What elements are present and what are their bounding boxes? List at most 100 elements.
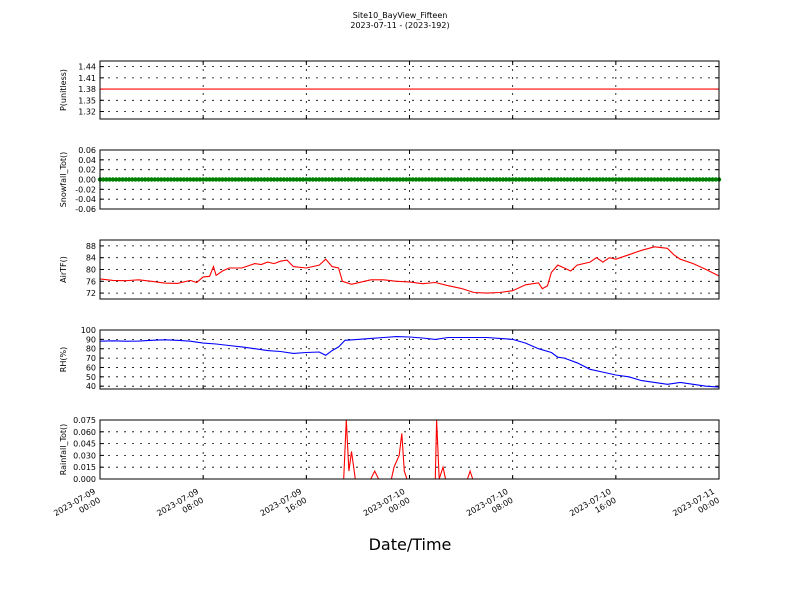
data-point <box>436 177 441 182</box>
data-point <box>394 177 399 182</box>
data-point <box>349 177 354 182</box>
data-point <box>581 177 586 182</box>
data-point <box>197 177 203 182</box>
data-point <box>458 177 464 182</box>
data-point <box>297 177 303 182</box>
data-point <box>387 177 393 182</box>
data-point <box>184 177 190 182</box>
chart-subtitle: 2023-07-11 - (2023-192) <box>350 21 450 30</box>
data-point <box>658 177 664 182</box>
data-point <box>516 177 522 182</box>
y-tick-label: 70 <box>86 354 96 363</box>
data-point <box>710 177 715 182</box>
data-point <box>123 177 128 182</box>
data-point <box>310 177 315 182</box>
x-axis-label: Date/Time <box>369 535 452 554</box>
data-point <box>355 177 361 182</box>
data-point <box>571 177 577 182</box>
data-point <box>410 177 415 182</box>
data-point <box>336 177 341 182</box>
y-tick-label: -0.06 <box>75 205 96 214</box>
plot-frame <box>99 149 720 210</box>
data-point <box>142 177 148 182</box>
data-point <box>642 177 648 182</box>
y-tick-label: 0.045 <box>73 440 96 449</box>
data-point <box>162 177 167 182</box>
data-point <box>288 177 293 182</box>
data-point <box>181 177 187 182</box>
y-tick-label: 50 <box>86 373 96 382</box>
data-point <box>639 177 644 182</box>
data-point <box>600 177 606 182</box>
y-tick-label: 1.35 <box>78 96 96 105</box>
data-point <box>117 177 122 182</box>
data-point <box>220 177 225 182</box>
y-axis-label: Snowfall_Tot() <box>59 152 68 208</box>
data-point <box>229 177 235 182</box>
data-point <box>329 177 335 182</box>
data-point <box>426 177 432 182</box>
y-tick-label: 0.060 <box>73 428 96 437</box>
y-tick-label: 72 <box>86 289 96 298</box>
data-point <box>462 177 467 182</box>
data-point <box>258 177 264 182</box>
data-point <box>210 177 216 182</box>
data-point <box>375 177 380 182</box>
data-point <box>484 177 490 182</box>
data-point <box>381 177 386 182</box>
data-point <box>661 177 667 182</box>
data-point <box>249 177 254 182</box>
data-point <box>126 177 132 182</box>
data-point <box>645 177 651 182</box>
data-point <box>191 177 196 182</box>
plot-frame <box>99 239 720 300</box>
data-point <box>433 177 438 182</box>
x-tick-label: 2023-07-0916:00 <box>259 487 309 527</box>
data-point <box>539 177 544 182</box>
data-point <box>684 177 689 182</box>
data-point <box>429 177 435 182</box>
data-point <box>445 177 451 182</box>
data-point <box>510 177 515 182</box>
data-point <box>636 177 641 182</box>
y-tick-label: 1.32 <box>78 108 96 117</box>
data-point <box>155 177 161 182</box>
x-tick-label: 2023-07-1008:00 <box>465 487 515 527</box>
data-point <box>649 177 654 182</box>
data-point <box>239 177 245 182</box>
data-point <box>304 177 309 182</box>
x-tick-label: 2023-07-0908:00 <box>155 487 205 527</box>
data-point <box>168 177 174 182</box>
data-point <box>178 177 183 182</box>
y-tick-label: 76 <box>86 277 96 286</box>
data-point <box>526 177 531 182</box>
y-tick-label: 0.030 <box>73 451 96 460</box>
subplot-2: 0.060.040.020.00-0.02-0.04-0.06 Snowfall_… <box>59 146 722 214</box>
data-point <box>413 177 419 182</box>
data-point <box>362 177 367 182</box>
data-point <box>591 177 596 182</box>
data-point <box>252 177 257 182</box>
data-point <box>300 177 306 182</box>
data-point <box>284 177 290 182</box>
data-point <box>368 177 374 182</box>
data-point <box>242 177 248 182</box>
data-point <box>494 177 499 182</box>
data-point <box>317 177 322 182</box>
data-point <box>358 177 364 182</box>
data-point <box>278 177 283 182</box>
data-point <box>101 177 106 182</box>
x-tick-label: 2023-07-0900:00 <box>52 487 102 527</box>
data-point <box>365 177 370 182</box>
data-point <box>455 177 461 182</box>
data-point <box>291 177 296 182</box>
data-point <box>513 177 519 182</box>
data-point <box>687 177 693 182</box>
data-point <box>584 177 590 182</box>
data-point <box>420 177 425 182</box>
y-axis-label: RH(%) <box>59 347 68 372</box>
data-point <box>223 177 228 182</box>
series-line <box>99 336 720 388</box>
